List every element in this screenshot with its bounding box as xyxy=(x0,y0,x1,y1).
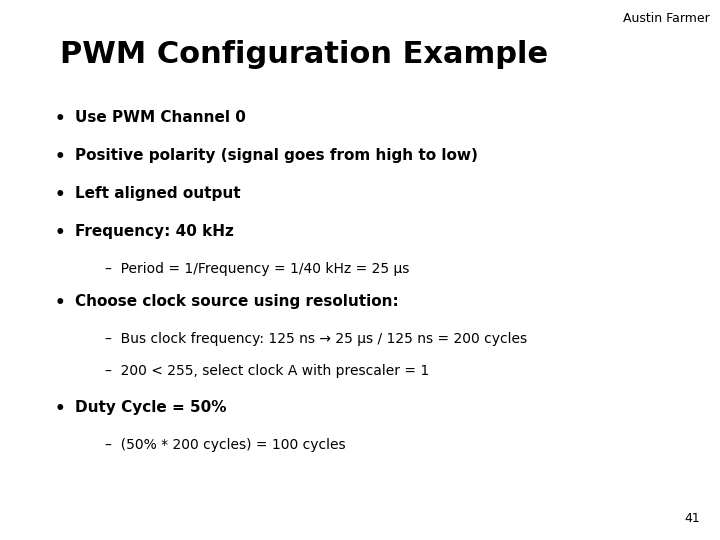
Text: PWM Configuration Example: PWM Configuration Example xyxy=(60,40,548,69)
Text: •: • xyxy=(55,110,66,128)
Text: –  Period = 1/Frequency = 1/40 kHz = 25 μs: – Period = 1/Frequency = 1/40 kHz = 25 μ… xyxy=(105,262,410,276)
Text: •: • xyxy=(55,224,66,242)
Text: Austin Farmer: Austin Farmer xyxy=(624,12,710,25)
Text: Positive polarity (signal goes from high to low): Positive polarity (signal goes from high… xyxy=(75,148,478,163)
Text: Left aligned output: Left aligned output xyxy=(75,186,240,201)
Text: •: • xyxy=(55,294,66,312)
Text: Use PWM Channel 0: Use PWM Channel 0 xyxy=(75,110,246,125)
Text: –  Bus clock frequency: 125 ns → 25 μs / 125 ns = 200 cycles: – Bus clock frequency: 125 ns → 25 μs / … xyxy=(105,332,527,346)
Text: –  (50% * 200 cycles) = 100 cycles: – (50% * 200 cycles) = 100 cycles xyxy=(105,438,346,452)
Text: –  200 < 255, select clock A with prescaler = 1: – 200 < 255, select clock A with prescal… xyxy=(105,364,429,378)
Text: •: • xyxy=(55,186,66,204)
Text: •: • xyxy=(55,148,66,166)
Text: •: • xyxy=(55,400,66,418)
Text: Choose clock source using resolution:: Choose clock source using resolution: xyxy=(75,294,399,309)
Text: Duty Cycle = 50%: Duty Cycle = 50% xyxy=(75,400,227,415)
Text: Frequency: 40 kHz: Frequency: 40 kHz xyxy=(75,224,234,239)
Text: 41: 41 xyxy=(684,512,700,525)
